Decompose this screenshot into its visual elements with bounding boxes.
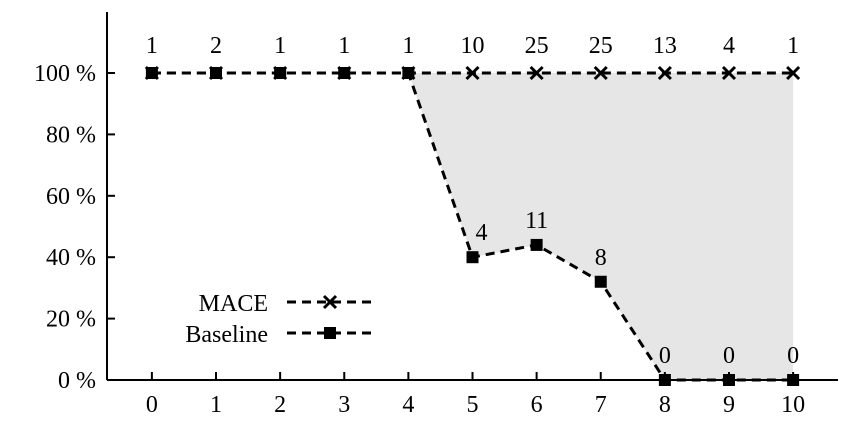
x-tick-label: 1 — [210, 392, 222, 418]
legend-label-mace: MACE — [199, 291, 268, 317]
marker-mace — [721, 65, 737, 81]
count-label-baseline: 0 — [787, 343, 799, 369]
x-tick-label: 9 — [723, 392, 735, 418]
legend: MACE Baseline — [185, 291, 372, 348]
count-label-mace: 4 — [723, 33, 735, 59]
legend-marker-baseline — [324, 327, 336, 339]
marker-mace — [786, 65, 801, 81]
x-tick-label: 10 — [781, 392, 805, 418]
x-tick-label: 4 — [402, 392, 414, 418]
marker-mace — [529, 65, 544, 81]
count-label-mace: 1 — [274, 33, 286, 59]
gap-shaded-area — [151, 73, 794, 380]
count-label-baseline: 8 — [595, 245, 607, 271]
x-tick-label: 2 — [274, 392, 286, 418]
legend-marker-mace — [322, 294, 338, 310]
count-label-baseline: 11 — [525, 208, 548, 234]
count-label-mace: 13 — [653, 33, 677, 59]
y-tick-label: 20 % — [46, 307, 96, 333]
marker-baseline — [210, 67, 223, 79]
count-label-mace: 25 — [589, 33, 613, 59]
marker-baseline — [530, 238, 543, 251]
marker-baseline — [658, 374, 671, 386]
count-label-mace: 2 — [210, 33, 222, 59]
x-tick-label: 0 — [146, 392, 158, 418]
series-layer — [144, 65, 801, 386]
y-tick-label: 0 % — [58, 368, 96, 394]
x-tick-label: 7 — [595, 392, 607, 418]
y-tick-label: 60 % — [46, 184, 96, 210]
marker-baseline — [338, 67, 351, 79]
marker-mace — [465, 65, 480, 81]
count-label-baseline: 4 — [476, 220, 488, 246]
x-tick-label: 5 — [467, 392, 479, 418]
count-label-mace: 10 — [461, 33, 485, 59]
marker-baseline — [274, 67, 287, 79]
count-label-baseline: 0 — [723, 343, 735, 369]
y-tick-label: 80 % — [46, 122, 96, 148]
marker-mace — [593, 65, 608, 81]
count-label-mace: 25 — [525, 33, 549, 59]
legend-label-baseline: Baseline — [185, 322, 268, 348]
x-tick-label: 8 — [659, 392, 671, 418]
marker-baseline — [466, 251, 479, 264]
marker-baseline — [402, 67, 415, 79]
y-tick-label: 100 % — [34, 61, 96, 87]
x-tick-label: 3 — [338, 392, 350, 418]
count-label-mace: 1 — [402, 33, 414, 59]
marker-baseline — [722, 374, 735, 386]
marker-mace — [657, 65, 672, 81]
marker-baseline — [787, 374, 800, 386]
count-label-mace: 1 — [146, 33, 158, 59]
marker-baseline — [594, 275, 607, 288]
y-tick-label: 40 % — [46, 245, 96, 271]
count-label-mace: 1 — [338, 33, 350, 59]
axes: 0 %20 %40 %60 %80 %100 %0 1 2 3 4 5 6 7 8 9 10 — [34, 12, 838, 418]
count-label-baseline: 0 — [659, 343, 671, 369]
count-label-mace: 1 — [787, 33, 799, 59]
marker-baseline — [145, 67, 158, 79]
x-tick-label: 6 — [531, 392, 543, 418]
